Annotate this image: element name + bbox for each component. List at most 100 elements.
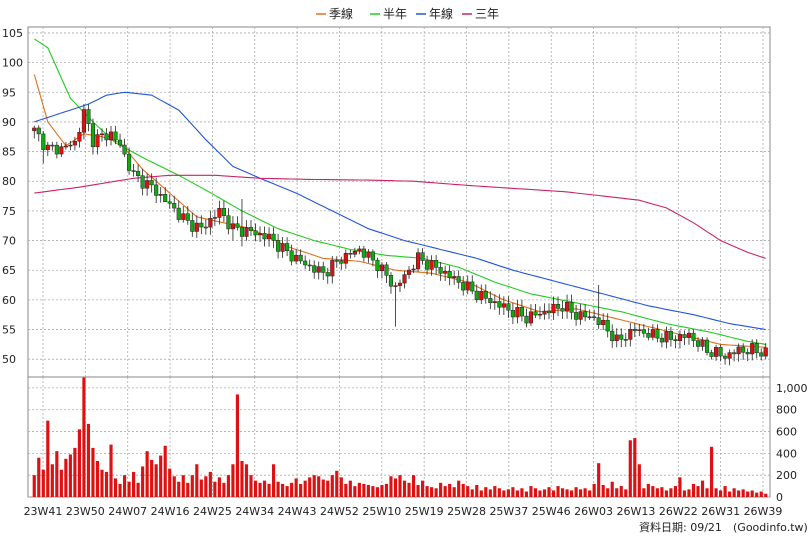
candle-body bbox=[524, 315, 529, 324]
candle-body bbox=[81, 109, 86, 133]
candle-body bbox=[348, 253, 353, 255]
candle-body bbox=[361, 248, 366, 258]
candle-body bbox=[443, 271, 448, 274]
candle-body bbox=[217, 208, 222, 218]
candle-body bbox=[465, 281, 470, 291]
candle-body bbox=[596, 317, 601, 325]
candle-body bbox=[578, 311, 583, 320]
price-y-tick-label: 105 bbox=[2, 27, 23, 40]
candle-body bbox=[181, 213, 186, 220]
price-y-tick-label: 70 bbox=[2, 235, 16, 248]
price-y-tick-label: 85 bbox=[2, 146, 16, 159]
volume-bar bbox=[326, 480, 330, 497]
volume-bar bbox=[113, 478, 118, 497]
candle-body bbox=[416, 252, 421, 270]
volume-bar bbox=[37, 457, 41, 497]
candle-body bbox=[723, 355, 728, 359]
x-tick-label: 25W46 bbox=[532, 505, 571, 518]
volume-bar bbox=[669, 488, 673, 497]
candle-body bbox=[560, 308, 565, 312]
candle-body bbox=[343, 253, 348, 264]
candle-body bbox=[704, 339, 710, 353]
volume-bar bbox=[357, 482, 361, 497]
volume-bar bbox=[64, 458, 68, 497]
legend-item: 年線 bbox=[429, 6, 453, 21]
volume-bar bbox=[601, 485, 605, 497]
volume-bar bbox=[457, 480, 461, 497]
volume-bar bbox=[389, 476, 393, 497]
volume-bar bbox=[746, 491, 750, 497]
volume-bar bbox=[407, 482, 411, 497]
candle-body bbox=[745, 352, 750, 355]
price-y-tick-label: 55 bbox=[2, 324, 16, 337]
candle-body bbox=[176, 207, 181, 220]
x-tick-label: 24W25 bbox=[193, 505, 232, 518]
volume-bar bbox=[619, 486, 623, 497]
x-tick-label: 26W22 bbox=[659, 505, 698, 518]
source-label: (Goodinfo.tw) bbox=[733, 521, 808, 534]
volume-y-axis: 0 200 400 600 800 1,000 bbox=[776, 382, 808, 504]
volume-bar bbox=[542, 489, 547, 497]
candle-body bbox=[199, 222, 204, 228]
candle-body bbox=[45, 144, 50, 150]
candle-body bbox=[158, 194, 163, 196]
volume-bar bbox=[353, 486, 357, 497]
volume-bar bbox=[226, 475, 230, 497]
volume-bar bbox=[208, 471, 212, 497]
x-tick-label: 25W19 bbox=[405, 505, 444, 518]
candle-body bbox=[366, 251, 371, 258]
candle-body bbox=[452, 276, 457, 279]
volume-bar bbox=[588, 490, 592, 497]
candle-body bbox=[691, 332, 696, 341]
volume-bar bbox=[384, 483, 389, 497]
volume-bar bbox=[430, 487, 434, 497]
volume-bar bbox=[95, 461, 100, 497]
legend-item: 季線 bbox=[329, 6, 353, 21]
x-tick-label: 23W50 bbox=[66, 505, 105, 518]
candle-body bbox=[122, 144, 127, 155]
candle-body bbox=[235, 223, 240, 228]
volume-bar bbox=[506, 489, 510, 497]
candle-body bbox=[375, 259, 380, 272]
volume-bar bbox=[172, 476, 176, 497]
candle-body bbox=[312, 265, 317, 273]
volume-bar bbox=[547, 487, 551, 497]
volume-bar bbox=[732, 488, 736, 497]
candle-body bbox=[727, 352, 732, 359]
price-gridlines bbox=[28, 27, 770, 377]
price-y-tick-label: 65 bbox=[2, 264, 16, 277]
price-panel: 50 55 60 65 70 75 80 85 90 95 100 105 bbox=[2, 26, 771, 378]
x-tick-label: 24W07 bbox=[108, 505, 147, 518]
x-tick-label: 25W10 bbox=[362, 505, 401, 518]
volume-bar bbox=[411, 475, 416, 497]
volume-bar bbox=[439, 482, 443, 497]
candle-body bbox=[90, 123, 96, 148]
x-tick-label: 25W37 bbox=[489, 505, 528, 518]
candle-body bbox=[695, 340, 701, 347]
x-tick-label: 24W16 bbox=[151, 505, 190, 518]
volume-bar bbox=[380, 485, 384, 497]
volume-panel: 0 200 400 600 800 1,000 bbox=[27, 376, 808, 504]
candle-body bbox=[682, 334, 687, 338]
candle-body bbox=[262, 233, 267, 240]
x-tick-label: 26W13 bbox=[617, 505, 656, 518]
candle-body bbox=[117, 139, 123, 146]
legend-item: 三年 bbox=[475, 7, 499, 21]
volume-bar bbox=[136, 482, 140, 497]
candle-body bbox=[551, 303, 556, 314]
candle-body bbox=[136, 170, 141, 176]
volume-bar bbox=[154, 464, 158, 497]
volume-bar bbox=[46, 420, 50, 497]
volume-bar bbox=[59, 469, 63, 497]
candle-body bbox=[352, 250, 357, 255]
volume-bar bbox=[764, 493, 768, 497]
volume-bar bbox=[371, 486, 375, 497]
volume-bar bbox=[755, 492, 759, 497]
volume-bar bbox=[335, 470, 339, 497]
volume-bar bbox=[497, 488, 501, 497]
volume-bar bbox=[303, 480, 307, 497]
candle-body bbox=[754, 343, 759, 354]
volume-bar bbox=[82, 377, 86, 497]
volume-bar bbox=[159, 455, 163, 497]
volume-bar bbox=[655, 488, 659, 497]
